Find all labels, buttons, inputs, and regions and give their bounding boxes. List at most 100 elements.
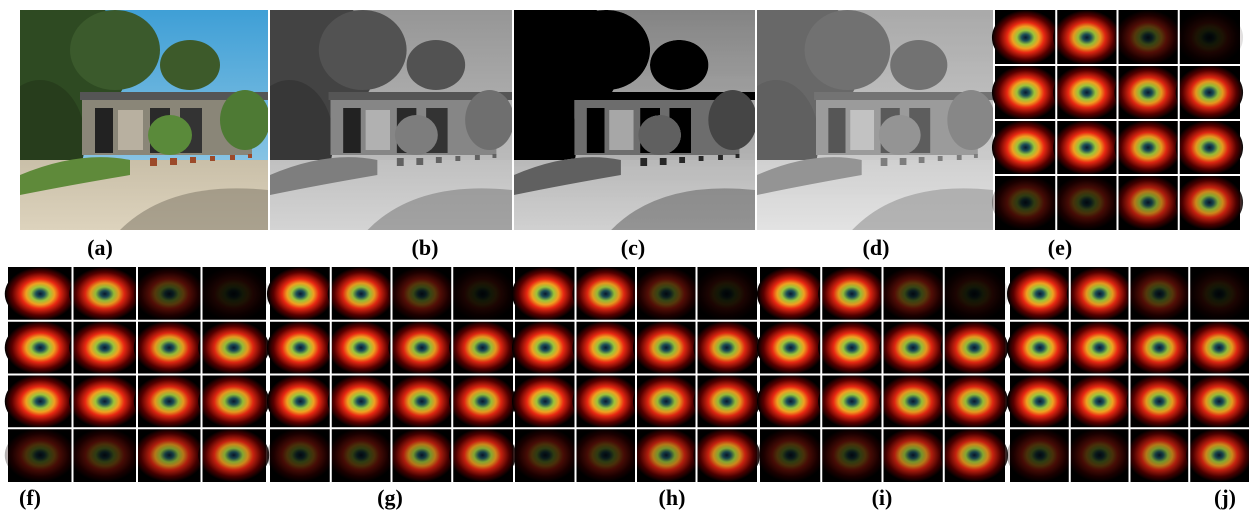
spectrum-cell [572, 267, 639, 321]
spectrum-cell [69, 321, 140, 375]
spectrum-cell [1114, 175, 1181, 230]
spectrum-cell [1114, 65, 1181, 120]
spectrum-cell [328, 267, 395, 321]
spectrum-cell [941, 267, 1008, 321]
spectrum-cell [69, 267, 140, 321]
spectrum-cell [757, 267, 824, 321]
spectrum-cell [633, 267, 700, 321]
spectrum-cell [1007, 375, 1073, 429]
spectrum-cell [1176, 65, 1243, 120]
spectrum-cell [1114, 120, 1181, 175]
figure-canvas: (a) (b) (c) (d) (e) (f) (g) (h) (i) (j) [0, 0, 1249, 516]
spectrum-cell [267, 321, 334, 375]
spectrum-cell [198, 375, 269, 429]
spectrum-cell [1067, 428, 1133, 482]
spectrum-cell [388, 267, 455, 321]
spectrum-cell [1127, 267, 1193, 321]
spectrum-cell [992, 120, 1059, 175]
spectrum-grid [267, 267, 516, 482]
spectrum-cell [388, 428, 455, 482]
spectrum-cell [512, 321, 579, 375]
spectrum-cell [757, 428, 824, 482]
spectrum-cell [5, 428, 76, 482]
spectrum-cell [572, 375, 639, 429]
spectrum-cell [693, 321, 760, 375]
spectrum-grid [512, 267, 760, 482]
spectrum-cell [1053, 175, 1120, 230]
spectrum-cell [388, 375, 455, 429]
spectrum-cell [328, 428, 395, 482]
spectrum-cell [818, 321, 885, 375]
spectrum-cell [818, 375, 885, 429]
panel-label: (d) [863, 235, 890, 260]
spectrum-cell [757, 375, 824, 429]
gray-photo-bright [728, 0, 994, 230]
spectrum-cell [633, 321, 700, 375]
spectrum-grid [757, 267, 1008, 482]
spectrum-cell [1176, 120, 1243, 175]
spectrum-cell [879, 267, 946, 321]
spectrum-cell [693, 375, 760, 429]
spectrum-cell [1114, 10, 1181, 65]
spectrum-cell [1186, 428, 1249, 482]
spectrum-cell [1176, 10, 1243, 65]
spectrum-cell [941, 428, 1008, 482]
spectrum-cell [1067, 375, 1133, 429]
spectrum-cell [449, 428, 516, 482]
spectrum-cell [1053, 120, 1120, 175]
panel-label: (h) [659, 485, 686, 510]
spectrum-cell [5, 267, 76, 321]
spectrum-cell [1007, 267, 1073, 321]
spectrum-cell [267, 267, 334, 321]
spectrum-cell [1053, 65, 1120, 120]
spectrum-cell [1127, 428, 1193, 482]
spectrum-cell [1007, 321, 1073, 375]
spectrum-grid [5, 267, 269, 482]
spectrum-cell [267, 375, 334, 429]
spectrum-cell [1053, 10, 1120, 65]
spectrum-cell [449, 321, 516, 375]
spectrum-cell [198, 428, 269, 482]
spectrum-cell [449, 267, 516, 321]
spectrum-cell [992, 10, 1059, 65]
figure: (a) (b) (c) (d) (e) (f) (g) (h) (i) (j) [0, 0, 1249, 516]
spectrum-cell [512, 375, 579, 429]
spectrum-cell [512, 428, 579, 482]
spectrum-cell [198, 321, 269, 375]
panel-label: (f) [19, 485, 41, 510]
spectrum-cell [5, 321, 76, 375]
spectrum-cell [1067, 267, 1133, 321]
spectrum-cell [328, 321, 395, 375]
spectrum-cell [134, 267, 205, 321]
spectrum-cell [1007, 428, 1073, 482]
panel-label: (e) [1048, 235, 1072, 260]
spectrum-cell [693, 428, 760, 482]
spectrum-cell [633, 375, 700, 429]
spectrum-grid [992, 10, 1243, 230]
spectrum-cell [134, 321, 205, 375]
spectrum-cell [267, 428, 334, 482]
spectrum-cell [992, 65, 1059, 120]
color-photo [0, 0, 270, 230]
spectrum-cell [134, 428, 205, 482]
spectrum-cell [1176, 175, 1243, 230]
panel-label: (a) [87, 235, 113, 260]
spectrum-cell [1127, 375, 1193, 429]
spectrum-cell [879, 375, 946, 429]
spectrum-cell [879, 428, 946, 482]
spectrum-cell [198, 267, 269, 321]
gray-photo [241, 0, 514, 230]
spectrum-cell [633, 428, 700, 482]
spectrum-cell [512, 267, 579, 321]
spectrum-cell [1186, 375, 1249, 429]
spectrum-cell [818, 267, 885, 321]
spectrum-cell [69, 375, 140, 429]
panel-label: (g) [377, 485, 403, 510]
panel-label: (j) [1214, 485, 1236, 510]
panel-label: (c) [621, 235, 645, 260]
spectrum-cell [941, 375, 1008, 429]
spectrum-cell [328, 375, 395, 429]
spectrum-cell [1067, 321, 1133, 375]
spectrum-cell [1127, 321, 1193, 375]
spectrum-cell [572, 428, 639, 482]
